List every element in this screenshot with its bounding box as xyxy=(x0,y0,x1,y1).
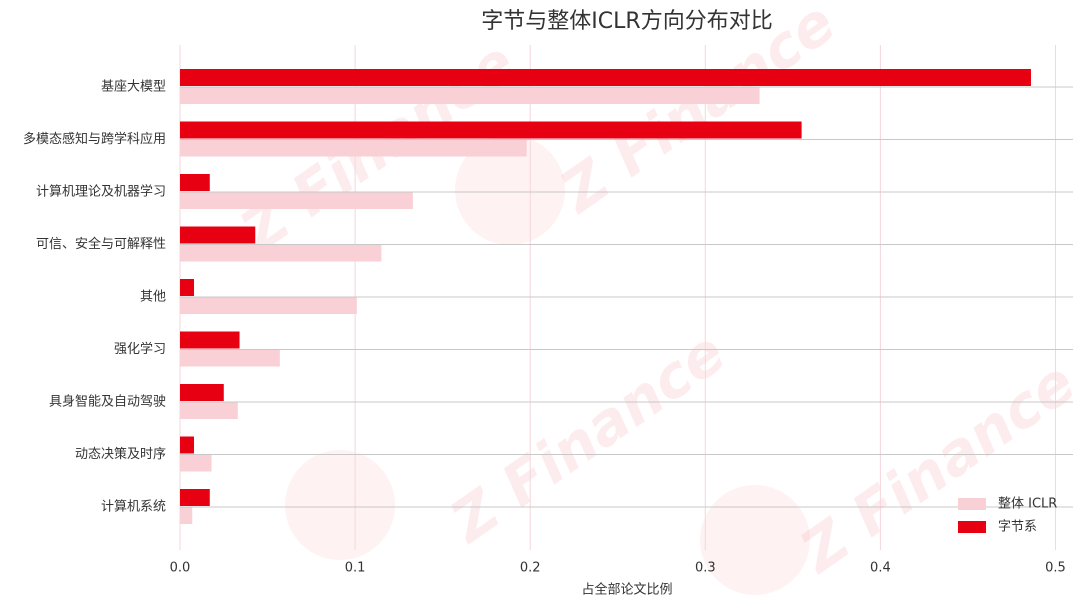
bar xyxy=(180,139,527,157)
bar xyxy=(180,436,195,454)
bar xyxy=(180,349,280,367)
bar xyxy=(180,121,802,139)
y-tick-label: 计算机系统 xyxy=(101,500,166,515)
x-tick-label: 0.1 xyxy=(345,561,366,576)
legend-swatch xyxy=(958,498,986,510)
chart-title: 字节与整体ICLR方向分布对比 xyxy=(481,9,772,34)
bar xyxy=(180,69,1031,86)
x-tick-label: 0.2 xyxy=(520,561,541,576)
bar xyxy=(180,297,357,314)
watermark-logo xyxy=(700,485,810,595)
x-tick-label: 0.3 xyxy=(695,561,716,576)
bar xyxy=(180,244,382,262)
x-tick-label: 0.4 xyxy=(870,561,891,576)
bar xyxy=(180,331,240,349)
bar xyxy=(180,226,256,244)
bar xyxy=(180,279,195,296)
x-tick-label: 0.5 xyxy=(1045,561,1066,576)
bar xyxy=(180,87,760,104)
bar xyxy=(180,174,210,191)
bar xyxy=(180,384,224,401)
legend-label: 整体 ICLR xyxy=(998,497,1057,512)
watermark-logo xyxy=(285,450,395,560)
x-axis-label: 占全部论文比例 xyxy=(581,582,672,598)
y-tick-label: 动态决策及时序 xyxy=(75,446,166,462)
watermark: Z Finance xyxy=(437,318,737,557)
y-tick-label: 多模态感知与跨学科应用 xyxy=(23,131,166,147)
watermark: Z Finance xyxy=(547,0,847,227)
bar xyxy=(180,402,238,419)
legend-label: 字节系 xyxy=(998,520,1037,535)
bar xyxy=(180,192,413,209)
y-tick-label: 基座大模型 xyxy=(101,80,166,95)
watermark: Z Finance xyxy=(787,348,1080,587)
y-tick-label: 强化学习 xyxy=(114,341,166,357)
y-tick-label: 其他 xyxy=(140,290,166,305)
y-tick-label: 可信、安全与可解释性 xyxy=(36,236,166,252)
x-tick-label: 0.0 xyxy=(170,561,191,576)
bar xyxy=(180,489,210,506)
bar xyxy=(180,454,212,472)
bar xyxy=(180,507,193,524)
watermarks xyxy=(285,135,810,595)
y-tick-label: 具身智能及自动驾驶 xyxy=(49,394,166,410)
y-tick-label: 计算机理论及机器学习 xyxy=(36,184,166,200)
legend-swatch xyxy=(958,521,986,533)
watermark-logo xyxy=(455,135,565,245)
